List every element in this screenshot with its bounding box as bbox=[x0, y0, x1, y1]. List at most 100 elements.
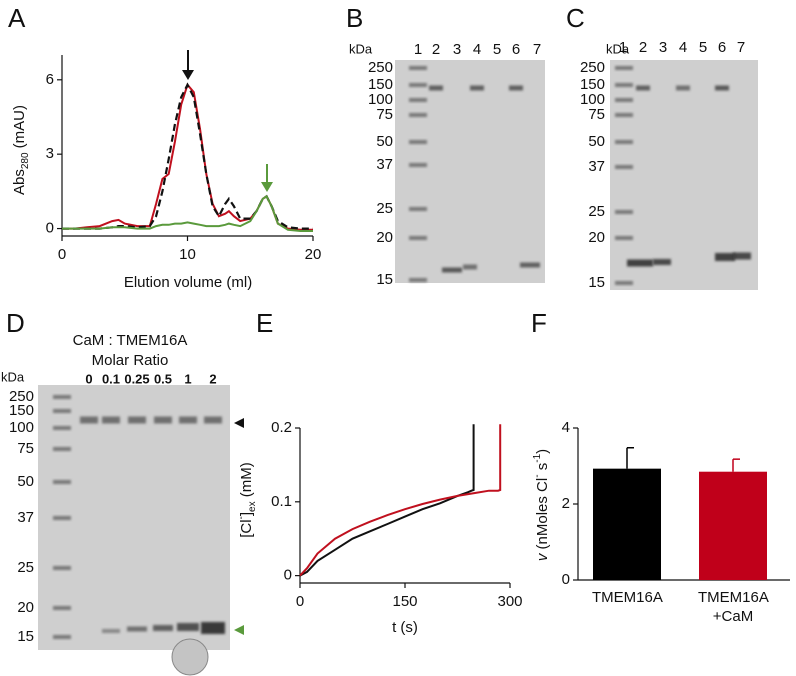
x-tick-label: 300 bbox=[497, 593, 522, 610]
marker-label: 20 bbox=[17, 599, 34, 616]
protein-band bbox=[153, 625, 173, 631]
axis-label: [Cl-]ex (mM) bbox=[236, 462, 258, 538]
axis-label: Abs280 (mAU) bbox=[11, 105, 31, 195]
data-line bbox=[62, 82, 313, 231]
panel-letter: A bbox=[8, 3, 26, 33]
marker-label: 20 bbox=[376, 229, 393, 246]
protein-band bbox=[177, 623, 199, 631]
lane-label: 6 bbox=[512, 41, 520, 58]
label-part: ex bbox=[247, 501, 258, 512]
marker-band bbox=[409, 98, 427, 102]
marker-band bbox=[53, 635, 71, 639]
y-tick-label: 0 bbox=[562, 571, 570, 588]
protein-band bbox=[715, 85, 729, 91]
marker-label: 75 bbox=[376, 106, 393, 123]
peak-arrows bbox=[182, 50, 273, 192]
x-tick-label: 0 bbox=[296, 593, 304, 610]
marker-label: 50 bbox=[588, 133, 605, 150]
marker-label: 15 bbox=[17, 628, 34, 645]
lane-label: 2 bbox=[209, 371, 216, 386]
lane-label: 0 bbox=[85, 371, 92, 386]
lane-label: 0.5 bbox=[154, 371, 172, 386]
marker-band bbox=[615, 210, 633, 214]
unit-label: kDa bbox=[606, 41, 630, 56]
marker-band bbox=[409, 83, 427, 87]
lane-label: 1 bbox=[414, 41, 422, 58]
data-line bbox=[299, 424, 475, 577]
marker-band bbox=[409, 66, 427, 70]
protein-band bbox=[127, 626, 147, 632]
panel-letter: D bbox=[6, 308, 25, 338]
marker-label: 250 bbox=[9, 388, 34, 405]
protein-band bbox=[509, 85, 523, 91]
data-line bbox=[62, 82, 313, 230]
bubble-artifact bbox=[171, 638, 209, 676]
protein-band bbox=[520, 262, 540, 268]
bar bbox=[699, 471, 767, 580]
label-part: (mM) bbox=[238, 462, 255, 501]
label-part: [Cl bbox=[238, 519, 255, 537]
protein-band bbox=[653, 259, 671, 265]
lane-label: 1 bbox=[619, 39, 627, 56]
label-part: (mAU) bbox=[11, 105, 28, 153]
marker-label: 75 bbox=[17, 440, 34, 457]
label-part: -1 bbox=[532, 453, 543, 462]
lane-label: 2 bbox=[639, 39, 647, 56]
data-line bbox=[62, 194, 313, 232]
marker-band bbox=[615, 113, 633, 117]
marker-band bbox=[53, 426, 71, 430]
protein-band bbox=[102, 629, 120, 633]
gel-title: CaM : TMEM16A bbox=[73, 332, 188, 349]
tmem16a-arrowhead bbox=[234, 418, 244, 428]
marker-label: 25 bbox=[588, 203, 605, 220]
marker-label: 75 bbox=[588, 106, 605, 123]
marker-label: 250 bbox=[580, 59, 605, 76]
lane-label: 3 bbox=[453, 41, 461, 58]
marker-label: 150 bbox=[580, 76, 605, 93]
protein-band bbox=[201, 622, 225, 634]
x-axis-label: Elution volume (ml) bbox=[124, 274, 252, 291]
lane-label: 3 bbox=[659, 39, 667, 56]
y-tick-label: 0 bbox=[284, 567, 292, 584]
lane-label: 4 bbox=[473, 41, 481, 58]
protein-band bbox=[442, 267, 462, 273]
protein-band bbox=[636, 85, 650, 91]
lane-label: 5 bbox=[699, 39, 707, 56]
lane-label: 0.1 bbox=[102, 371, 120, 386]
marker-label: 15 bbox=[376, 271, 393, 288]
marker-band bbox=[53, 606, 71, 610]
marker-band bbox=[615, 281, 633, 285]
marker-label: 150 bbox=[9, 402, 34, 419]
lane-label: 0.25 bbox=[124, 371, 149, 386]
marker-label: 50 bbox=[17, 473, 34, 490]
unit-label: kDa bbox=[349, 41, 373, 56]
protein-band bbox=[128, 416, 146, 424]
marker-band bbox=[53, 395, 71, 399]
gel bbox=[395, 60, 545, 283]
label-part: ) bbox=[534, 449, 551, 454]
marker-label: 100 bbox=[368, 91, 393, 108]
panel-letter: F bbox=[531, 308, 547, 338]
lane-label: 7 bbox=[533, 41, 541, 58]
marker-label: 100 bbox=[9, 419, 34, 436]
lane-label: 1 bbox=[184, 371, 191, 386]
marker-label: 20 bbox=[588, 229, 605, 246]
x-tick-label: 10 bbox=[179, 246, 196, 263]
y-tick-label: 4 bbox=[562, 419, 570, 436]
marker-label: 250 bbox=[368, 59, 393, 76]
label-part: - bbox=[236, 516, 247, 519]
category-label-box: TMEM16A bbox=[592, 589, 663, 606]
x-tick-label: 0 bbox=[58, 246, 66, 263]
marker-band bbox=[615, 165, 633, 169]
protein-band bbox=[102, 416, 120, 424]
cam-arrowhead bbox=[234, 625, 244, 635]
marker-label: 25 bbox=[376, 200, 393, 217]
marker-label: 37 bbox=[376, 156, 393, 173]
label-part: 280 bbox=[20, 152, 31, 169]
protein-band bbox=[470, 85, 484, 91]
marker-band bbox=[409, 140, 427, 144]
x-tick-label: TMEM16A +CaM bbox=[698, 589, 769, 625]
marker-label: 37 bbox=[588, 158, 605, 175]
marker-band bbox=[53, 566, 71, 570]
